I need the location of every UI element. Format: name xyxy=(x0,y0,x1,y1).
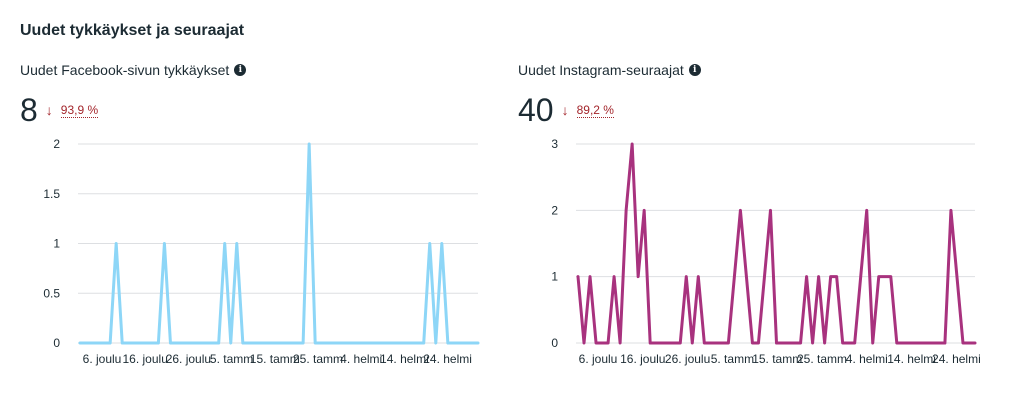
x-tick-label: 4. helmi xyxy=(846,352,888,366)
y-tick-label: 1.5 xyxy=(43,187,60,201)
section-title: Uudet tykkäykset ja seuraajat xyxy=(20,22,245,39)
y-tick-label: 1 xyxy=(551,270,558,284)
y-tick-label: 0 xyxy=(53,336,60,350)
y-tick-label: 2 xyxy=(53,137,60,151)
x-tick-label: 14. helmi xyxy=(887,352,936,366)
x-tick-label: 6. joulu xyxy=(83,352,122,366)
x-tick-label: 16. joulu xyxy=(123,352,168,366)
facebook-likes-metric: 8 ↓ 93,9 % xyxy=(20,92,99,129)
arrow-down-icon: ↓ xyxy=(45,102,53,118)
x-tick-label: 26. joulu xyxy=(665,352,710,366)
x-tick-label: 15. tamm xyxy=(752,352,802,366)
x-tick-label: 14. helmi xyxy=(380,352,429,366)
instagram-followers-title-text: Uudet Instagram-seuraajat xyxy=(518,62,684,78)
y-tick-label: 1 xyxy=(53,237,60,251)
instagram-followers-change[interactable]: ↓ 89,2 % xyxy=(562,102,614,118)
x-tick-label: 15. tamm xyxy=(250,352,300,366)
info-icon[interactable]: i xyxy=(234,64,247,76)
facebook-likes-change[interactable]: ↓ 93,9 % xyxy=(45,102,99,118)
y-tick-label: 0 xyxy=(551,336,558,350)
x-tick-label: 4. helmi xyxy=(340,352,382,366)
facebook-likes-panel: Uudet Facebook-sivun tykkäykset i 8 ↓ 93… xyxy=(0,0,500,412)
instagram-followers-panel: Uudet Instagram-seuraajat i 40 ↓ 89,2 % … xyxy=(500,0,1000,412)
instagram-followers-metric: 40 ↓ 89,2 % xyxy=(518,92,614,129)
instagram-followers-change-text: 89,2 % xyxy=(576,102,614,118)
info-icon[interactable]: i xyxy=(688,64,701,76)
x-tick-label: 25. tamm xyxy=(797,352,847,366)
x-tick-label: 16. joulu xyxy=(620,352,665,366)
x-tick-label: 24. helmi xyxy=(423,352,472,366)
x-tick-label: 24. helmi xyxy=(932,352,981,366)
instagram-followers-title: Uudet Instagram-seuraajat i xyxy=(518,62,701,78)
series-line[interactable] xyxy=(78,142,480,345)
y-tick-label: 2 xyxy=(551,203,558,217)
series-line[interactable] xyxy=(576,142,977,345)
arrow-down-icon: ↓ xyxy=(561,102,569,118)
facebook-likes-change-text: 93,9 % xyxy=(60,102,99,118)
x-tick-label: 6. joulu xyxy=(579,352,618,366)
x-tick-label: 25. tamm xyxy=(293,352,343,366)
x-tick-label: 26. joulu xyxy=(166,352,211,366)
y-tick-label: 3 xyxy=(551,137,558,151)
x-tick-label: 5. tamm xyxy=(711,352,754,366)
facebook-likes-value: 8 xyxy=(20,92,38,128)
y-tick-label: 0.5 xyxy=(43,286,60,300)
facebook-likes-title-text: Uudet Facebook-sivun tykkäykset xyxy=(20,62,230,78)
x-tick-label: 5. tamm xyxy=(210,352,253,366)
instagram-followers-chart: 0 1 2 3 6. joulu 16. joulu 26. joulu 5. tamm15.… xyxy=(551,137,981,366)
instagram-followers-value: 40 xyxy=(518,92,554,128)
facebook-likes-title: Uudet Facebook-sivun tykkäykset i xyxy=(20,62,247,78)
